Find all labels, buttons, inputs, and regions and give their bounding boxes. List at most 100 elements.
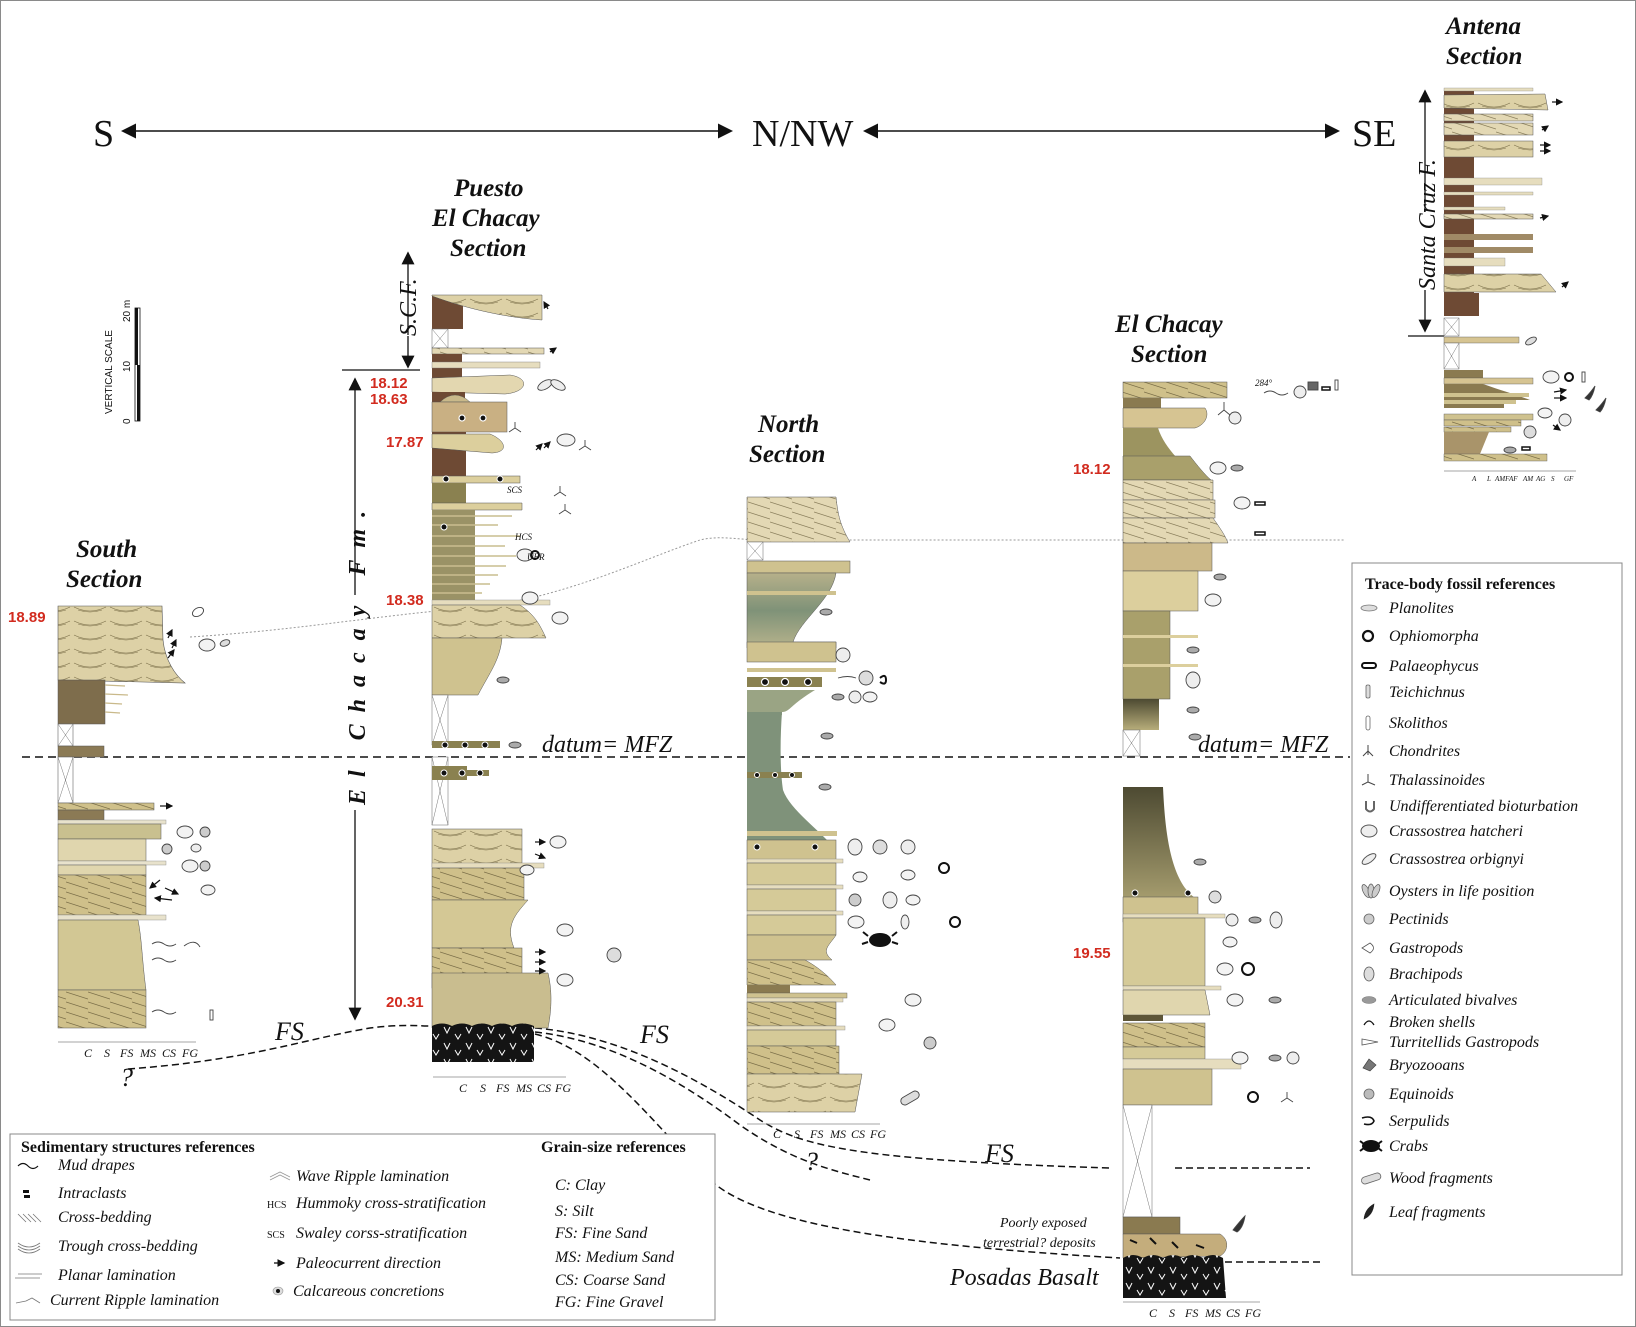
elchacay-age-18-12: 18.12 [1073,461,1111,478]
puesto-age-18-12: 18.12 [370,375,408,392]
hcs-annotation: HCS [514,532,533,542]
vertical-scale-label: VERTICAL SCALE [104,330,115,414]
south-axis-ms: MS [139,1046,156,1060]
antena-axis-ag: AG [1535,475,1545,483]
antena-axis-a: A [1471,475,1477,483]
sedimentary-legend-label: Calcareous concretions [293,1283,444,1300]
elchacay-axis-ms: MS [1204,1306,1221,1320]
puesto-axis-c: C [459,1081,468,1095]
south-section: South Section 18.89 [8,536,231,1060]
fs-label-south: FS [274,1017,304,1046]
equinoids-icon [1363,1088,1375,1100]
ufr-annotation: UFR [527,552,545,562]
north-title-2: Section [749,441,825,468]
trough-cross-bedding-icon [17,1242,41,1254]
sedimentary-legend-label: Cross-bedding [58,1209,152,1226]
south-axis-fs: FS [119,1046,133,1060]
sedimentary-legend-title: Sedimentary structures references [21,1139,255,1156]
sedimentary-legend-label: Paleocurrent direction [295,1255,441,1272]
grain-legend-item: S: Silt [555,1203,594,1220]
grain-legend-item: MS: Medium Sand [554,1249,675,1266]
planolites-icon [1360,604,1378,612]
fossil-legend-label: Thalassinoides [1389,772,1485,789]
sedimentary-legend-item: SCS Swaley corss-stratification [267,1225,467,1242]
cross-bedding-icon [17,1213,42,1223]
sedimentary-legend-label: Current Ripple lamination [50,1292,219,1309]
planar-lamination-icon [15,1273,42,1279]
south-bed-mudstone [57,679,106,725]
sedimentary-legend-item: Mud drapes [17,1157,135,1174]
fossil-legend-label: Ophiomorpha [1389,628,1479,645]
north-crab [861,931,899,947]
north-grain-axis: C S FS MS CS FG [747,1123,886,1141]
direction-label-s: S [93,113,114,155]
vertical-scale: VERTICAL SCALE 0 10 20 m [104,300,141,424]
fossil-legend-label: Gastropods [1389,940,1463,957]
fossil-legend-item: Undifferentiated bioturbation [1365,798,1578,815]
south-bed-trough [57,605,186,684]
sedimentary-legend-item: HCS Hummoky cross-stratification [267,1195,486,1212]
fossil-legend-label: Crassostrea hatcheri [1389,823,1523,840]
fossil-legend-label: Palaeophycus [1388,658,1479,675]
datum-label-right: datum= MFZ [1198,732,1329,758]
scale-tick-0: 0 [122,418,133,424]
current-ripple-icon [15,1297,41,1304]
palaeophycus-icon [1361,662,1377,669]
north-axis-s: S [794,1127,800,1141]
scale-tick-20: 20 m [122,300,133,322]
datum-label-left: datum= MFZ [542,732,673,758]
fossil-legend-item: Skolithos [1365,715,1448,732]
fossil-legend-item: Gastropods [1361,940,1463,957]
sedimentary-legend-label: Planar lamination [57,1267,176,1284]
puesto-title-1: Puesto [453,175,523,202]
puesto-age-18-63: 18.63 [370,391,408,408]
puesto-annotations: SCS HCS UFR [507,485,545,562]
north-section: North Section [746,411,961,1141]
fossil-legend-label: Crabs [1389,1138,1428,1155]
south-paleocurrent-arrows [149,628,180,903]
puesto-fossil-symbols [496,379,622,987]
puesto-title-3: Section [450,235,526,262]
grain-legend-title: Grain-size references [541,1139,686,1156]
puesto-bed-oyster [431,374,524,395]
fossil-legend-label: Equinoids [1388,1086,1454,1103]
fossil-legend-title: Trace-body fossil references [1365,576,1555,593]
north-axis-cs: CS [851,1127,865,1141]
sedimentary-legend-item: Calcareous concretions [272,1283,444,1300]
fs-label-north: FS [639,1020,669,1049]
wave-ripple-icon [269,1171,291,1181]
fossil-legend-label: Undifferentiated bioturbation [1389,798,1578,815]
elchacay-basalt [1123,1255,1226,1298]
oysters-life-icon [1361,883,1381,899]
sedimentary-legend-item: Intraclasts [23,1185,126,1202]
scf-label: S.C.F. [396,278,422,336]
puesto-age-17-87: 17.87 [386,434,424,451]
antena-paleocurrent-arrows [1539,98,1569,431]
sedimentary-legend-label: Wave Ripple lamination [296,1168,449,1185]
elchacay-title-1: El Chacay [1114,311,1224,338]
direction-label-se: SE [1352,113,1396,155]
correlation-dotted-line [189,537,1345,638]
antena-section: Antena Section Santa Cruz F. [1408,13,1607,483]
fossil-legend-label: Skolithos [1389,715,1448,732]
north-axis-fg: FG [869,1127,886,1141]
crabs-icon [1359,1140,1383,1152]
fossil-legend-item: Crassostrea hatcheri [1360,823,1523,840]
serpulids-icon [1361,1116,1375,1126]
fossil-legend-item: Leaf fragments [1363,1203,1485,1221]
fossil-legend-label: Planolites [1388,600,1454,617]
north-bed-greenish-shale [747,712,836,850]
puesto-grain-axis: C S FS MS CS FG [433,1076,571,1095]
sedimentary-legend-item: Planar lamination [15,1267,176,1284]
fossil-legend-item: Turritellids Gastropods [1361,1034,1539,1051]
fossil-legend: Trace-body fossil references Planolites O… [1351,562,1623,1276]
north-axis-fs: FS [809,1127,823,1141]
elchacay-fossil-symbols [1185,379,1339,1233]
thalassinoides-icon [1361,774,1376,786]
calcareous-concretion-icon [272,1286,284,1296]
elchacay-axis-s: S [1169,1306,1175,1320]
south-axis-c: C [84,1046,93,1060]
sedimentary-legend-item: Wave Ripple lamination [269,1168,449,1185]
fossil-legend-label: Serpulids [1389,1113,1449,1130]
el-chacay-formation-range: El Chacay Fm. S.C.F. [342,251,422,1021]
